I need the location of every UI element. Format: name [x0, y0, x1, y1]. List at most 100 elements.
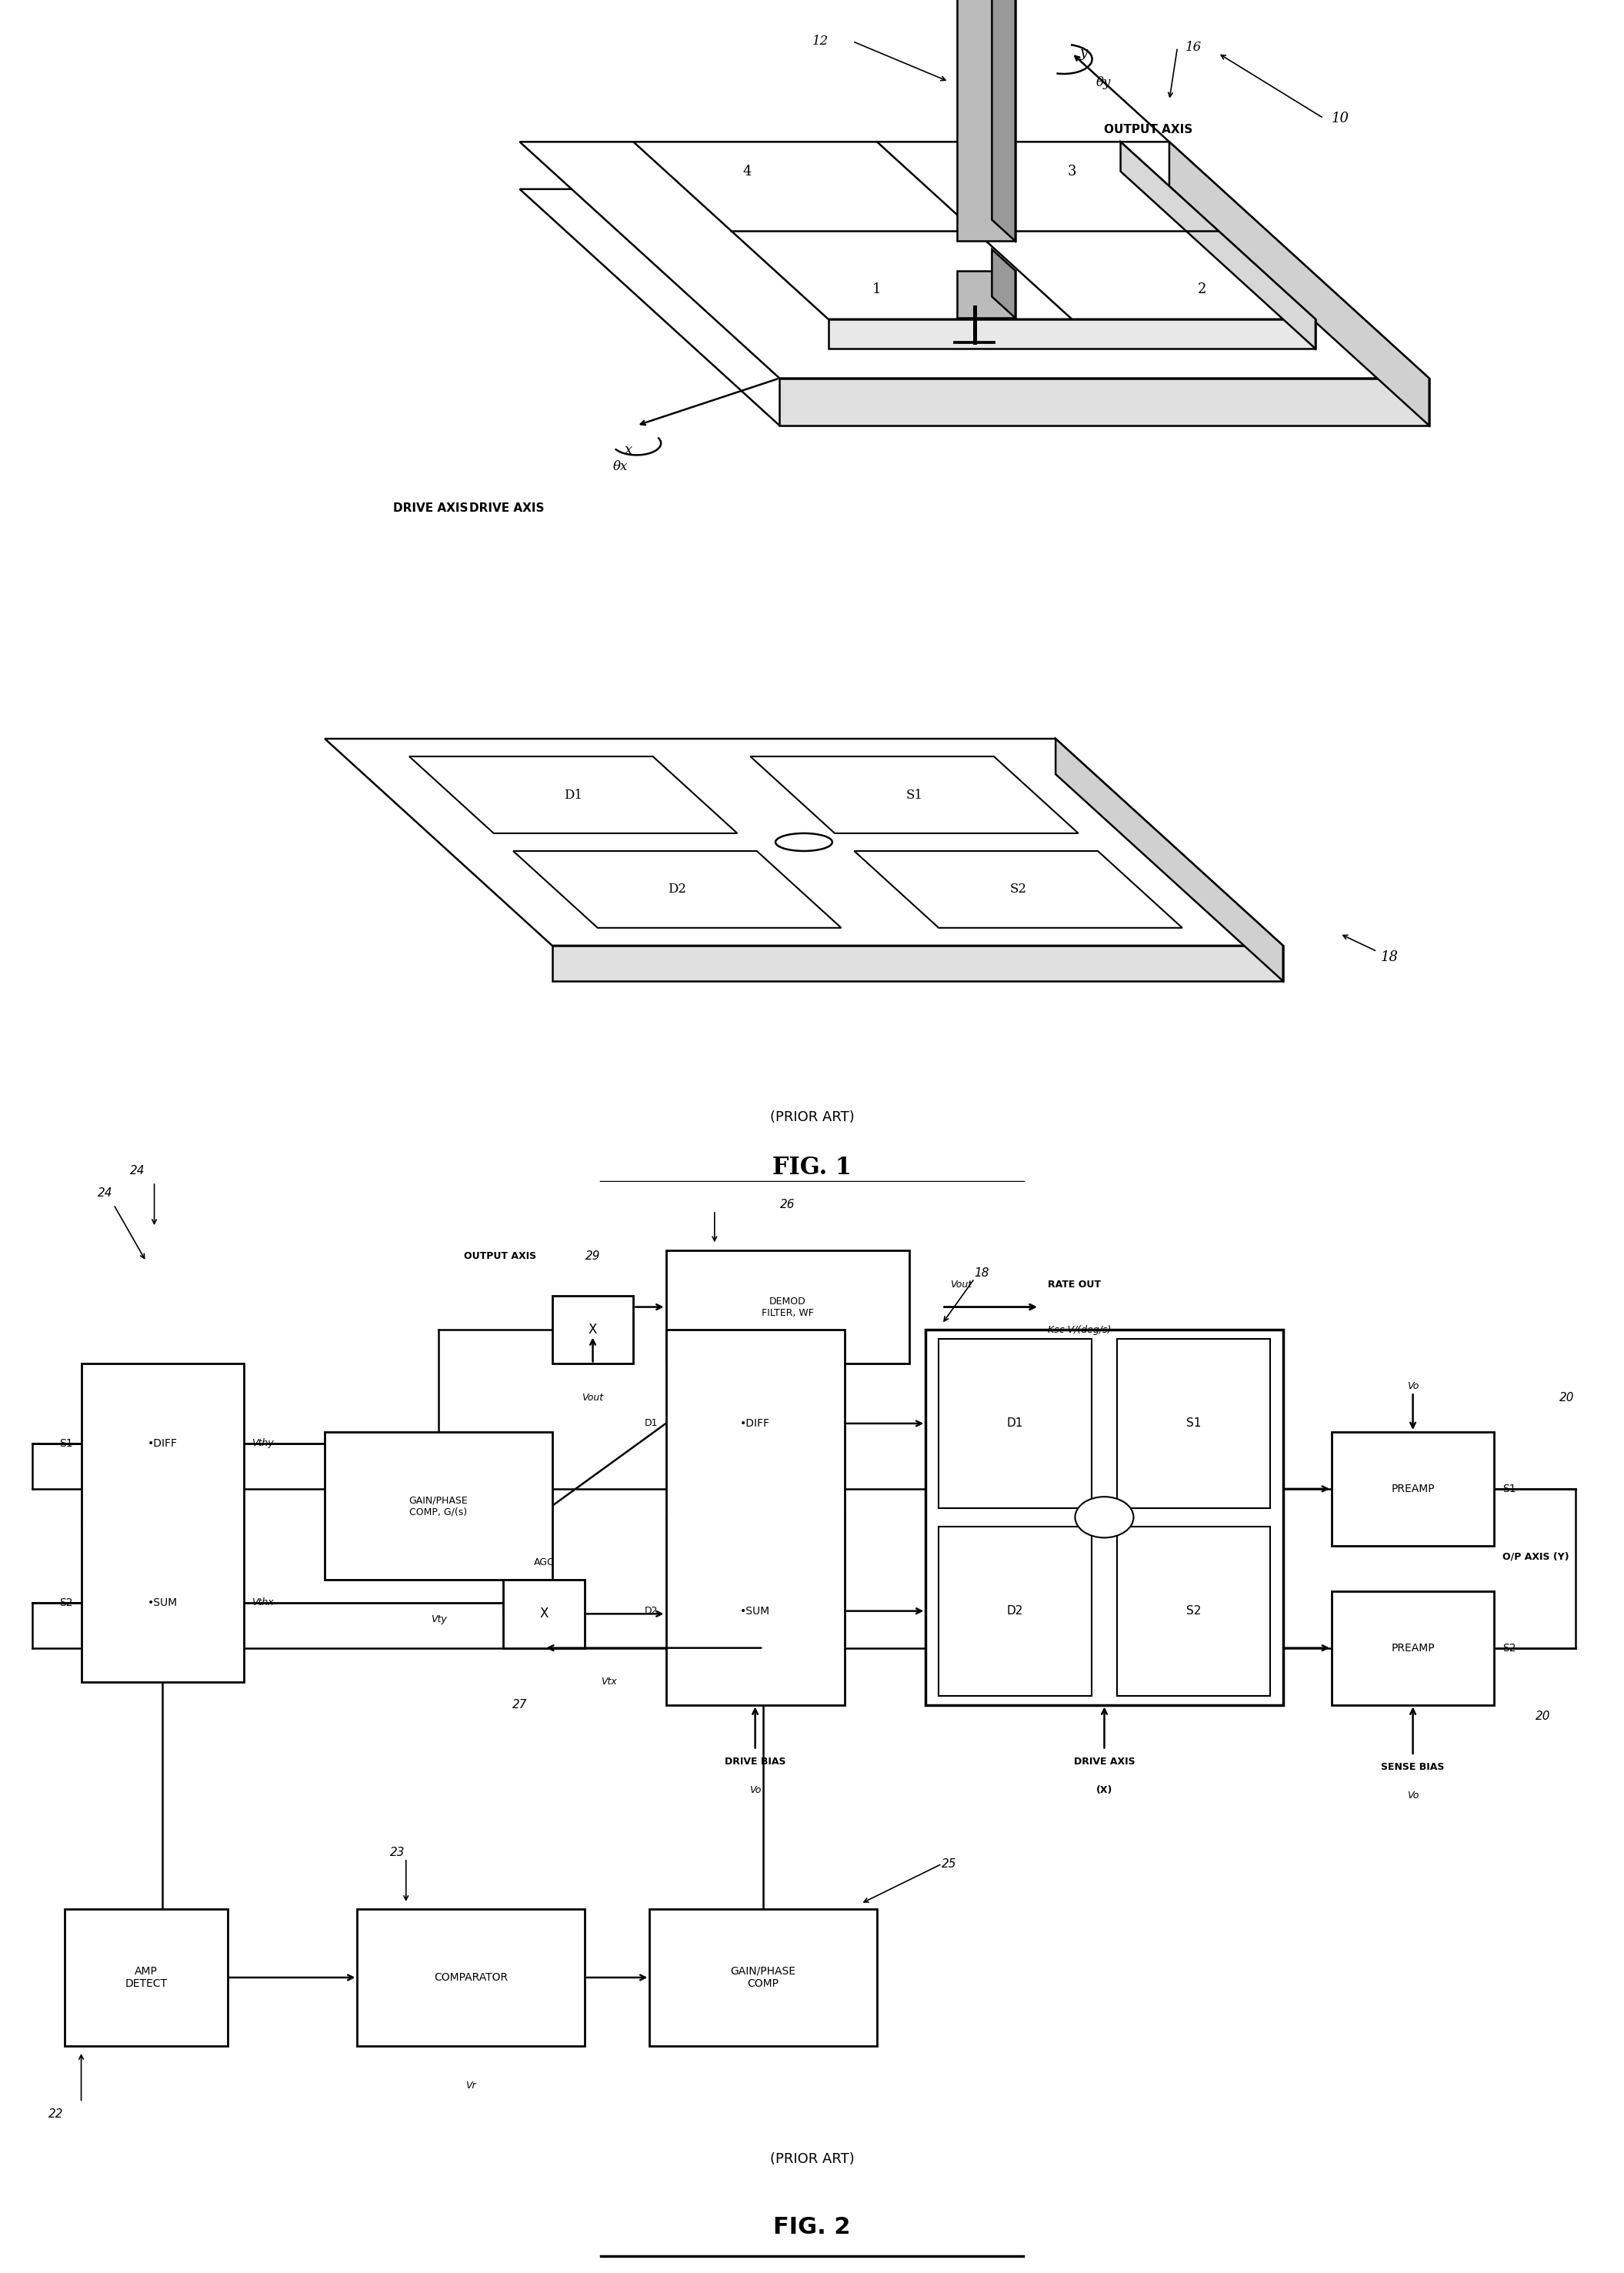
Polygon shape: [633, 141, 1315, 318]
Text: RATE OUT: RATE OUT: [1047, 1280, 1101, 1289]
Text: 20: 20: [1559, 1391, 1575, 1405]
Text: 25: 25: [942, 1857, 957, 1871]
Text: 12: 12: [812, 34, 828, 48]
Text: D2: D2: [667, 882, 687, 896]
Polygon shape: [828, 318, 1315, 348]
Bar: [666, 1330, 844, 1705]
Ellipse shape: [776, 834, 833, 850]
Bar: [65, 1909, 227, 2046]
Text: Vthy: Vthy: [252, 1439, 274, 1448]
Text: FIG. 1: FIG. 1: [773, 1157, 851, 1180]
Polygon shape: [992, 0, 1015, 241]
Bar: [325, 1432, 552, 1580]
Text: Vtx: Vtx: [601, 1677, 617, 1687]
Text: S1: S1: [1186, 1418, 1202, 1430]
Text: D1: D1: [564, 789, 583, 802]
Text: Vthx: Vthx: [252, 1598, 274, 1607]
Text: (PRIOR ART): (PRIOR ART): [770, 1109, 854, 1123]
Polygon shape: [520, 141, 1429, 377]
Text: S2: S2: [60, 1598, 73, 1607]
Polygon shape: [750, 757, 1078, 834]
Text: y: y: [1080, 45, 1088, 59]
Bar: [1332, 1432, 1494, 1546]
Text: 10: 10: [1332, 111, 1350, 125]
Text: S2: S2: [1010, 882, 1026, 896]
Text: 24: 24: [97, 1187, 112, 1200]
Polygon shape: [1056, 739, 1283, 982]
Text: Vty: Vty: [430, 1614, 447, 1625]
Bar: [926, 1330, 1283, 1705]
Text: D2: D2: [1007, 1605, 1023, 1616]
Text: Vout: Vout: [950, 1280, 971, 1289]
Text: PREAMP: PREAMP: [1392, 1643, 1434, 1652]
Bar: [503, 1580, 585, 1648]
Text: •SUM: •SUM: [741, 1605, 770, 1616]
Text: GAIN/PHASE
COMP: GAIN/PHASE COMP: [731, 1966, 796, 1989]
Text: DEMOD
FILTER, WF: DEMOD FILTER, WF: [762, 1296, 814, 1318]
Bar: [357, 1909, 585, 2046]
Text: 22: 22: [49, 2107, 63, 2121]
Text: •DIFF: •DIFF: [148, 1439, 177, 1448]
Polygon shape: [780, 377, 1429, 425]
Text: 1: 1: [872, 282, 882, 295]
Text: Ω: Ω: [1099, 1512, 1109, 1523]
Text: DRIVE BIAS: DRIVE BIAS: [724, 1757, 786, 1766]
Bar: [939, 1527, 1091, 1696]
Text: DRIVE AXIS: DRIVE AXIS: [393, 502, 468, 514]
Text: 23: 23: [390, 1846, 404, 1859]
Text: X: X: [588, 1323, 598, 1337]
Polygon shape: [992, 250, 1015, 318]
Polygon shape: [513, 850, 841, 927]
Text: 4: 4: [742, 164, 752, 177]
Polygon shape: [1169, 141, 1429, 425]
Text: 3: 3: [1067, 164, 1077, 177]
Text: Vout: Vout: [581, 1393, 604, 1402]
Polygon shape: [520, 189, 1429, 425]
Bar: [81, 1364, 244, 1682]
Bar: [666, 1250, 909, 1364]
Text: 18: 18: [1380, 950, 1398, 964]
Text: AGC: AGC: [534, 1557, 554, 1568]
Polygon shape: [854, 850, 1182, 927]
Text: FIG. 2: FIG. 2: [773, 2216, 851, 2239]
Bar: [1117, 1339, 1270, 1509]
Polygon shape: [325, 739, 1283, 946]
Polygon shape: [409, 757, 737, 834]
Bar: [650, 1909, 877, 2046]
Bar: [1117, 1527, 1270, 1696]
Text: D1: D1: [1007, 1418, 1023, 1430]
Text: O/P AXIS (Y): O/P AXIS (Y): [1502, 1552, 1569, 1562]
Text: 24: 24: [130, 1164, 145, 1177]
Text: 16: 16: [1186, 41, 1202, 55]
Text: 20: 20: [1535, 1709, 1551, 1723]
Text: 26: 26: [780, 1198, 796, 1212]
Text: Vr: Vr: [466, 2080, 476, 2091]
Text: Vo: Vo: [1406, 1791, 1419, 1800]
Text: θx: θx: [612, 461, 628, 473]
Text: DRIVE AXIS: DRIVE AXIS: [1073, 1757, 1135, 1766]
Text: OUTPUT AXIS: OUTPUT AXIS: [463, 1250, 536, 1262]
Text: PREAMP: PREAMP: [1392, 1484, 1434, 1493]
Text: x: x: [625, 443, 632, 457]
Text: OUTPUT AXIS: OUTPUT AXIS: [1104, 125, 1194, 136]
Bar: [1332, 1591, 1494, 1705]
Text: D2: D2: [645, 1607, 658, 1616]
Polygon shape: [957, 0, 1015, 241]
Text: 2: 2: [1197, 282, 1207, 295]
Text: S2: S2: [1186, 1605, 1202, 1616]
Text: Vo: Vo: [749, 1784, 762, 1796]
Text: Vo: Vo: [1406, 1382, 1419, 1391]
Text: SENSE BIAS: SENSE BIAS: [1380, 1762, 1445, 1773]
Text: X: X: [539, 1607, 549, 1621]
Text: DRIVE AXIS: DRIVE AXIS: [469, 502, 544, 514]
Polygon shape: [957, 270, 1015, 318]
Text: S1: S1: [906, 789, 922, 802]
Text: •DIFF: •DIFF: [741, 1418, 770, 1430]
Text: D1: D1: [645, 1418, 658, 1427]
Text: S2: S2: [1502, 1643, 1515, 1652]
Polygon shape: [552, 946, 1283, 982]
Circle shape: [1075, 1498, 1134, 1539]
Text: 29: 29: [585, 1250, 601, 1262]
Text: θy: θy: [1096, 77, 1111, 89]
Bar: [552, 1296, 633, 1364]
